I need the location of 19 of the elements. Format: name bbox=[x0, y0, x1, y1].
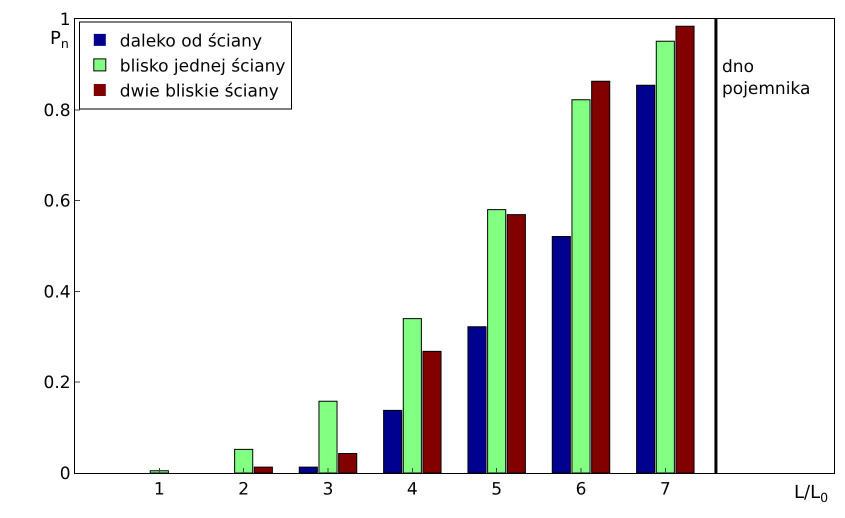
x-tick-label: 5 bbox=[491, 479, 502, 500]
y-tick-label: 0.8 bbox=[44, 100, 71, 121]
x-tick-label: 6 bbox=[576, 479, 586, 500]
legend-label: dwie bliskie ściany bbox=[120, 82, 279, 102]
legend-label: daleko od ściany bbox=[120, 31, 262, 52]
y-tick-label: 0.4 bbox=[44, 282, 71, 302]
x-tick-label: 3 bbox=[322, 479, 334, 500]
x-tick-label: 1 bbox=[154, 479, 165, 500]
y-axis-title: P$_{n}$ bbox=[50, 28, 69, 51]
ref-line-label: dno pojemnika bbox=[722, 57, 810, 100]
x-tick-label: 7 bbox=[660, 479, 671, 500]
x-tick-label: 4 bbox=[406, 479, 418, 500]
legend-label: blisko jednej ściany bbox=[120, 56, 286, 77]
x-axis-title: L/L$_{0}$ bbox=[794, 482, 828, 505]
y-tick-label: 0.2 bbox=[44, 373, 71, 394]
y-tick-label: 1 bbox=[60, 10, 71, 30]
y-tick-label: 0 bbox=[60, 464, 71, 484]
y-tick-label: 0.6 bbox=[44, 192, 71, 212]
x-tick-label: 2 bbox=[238, 479, 250, 500]
